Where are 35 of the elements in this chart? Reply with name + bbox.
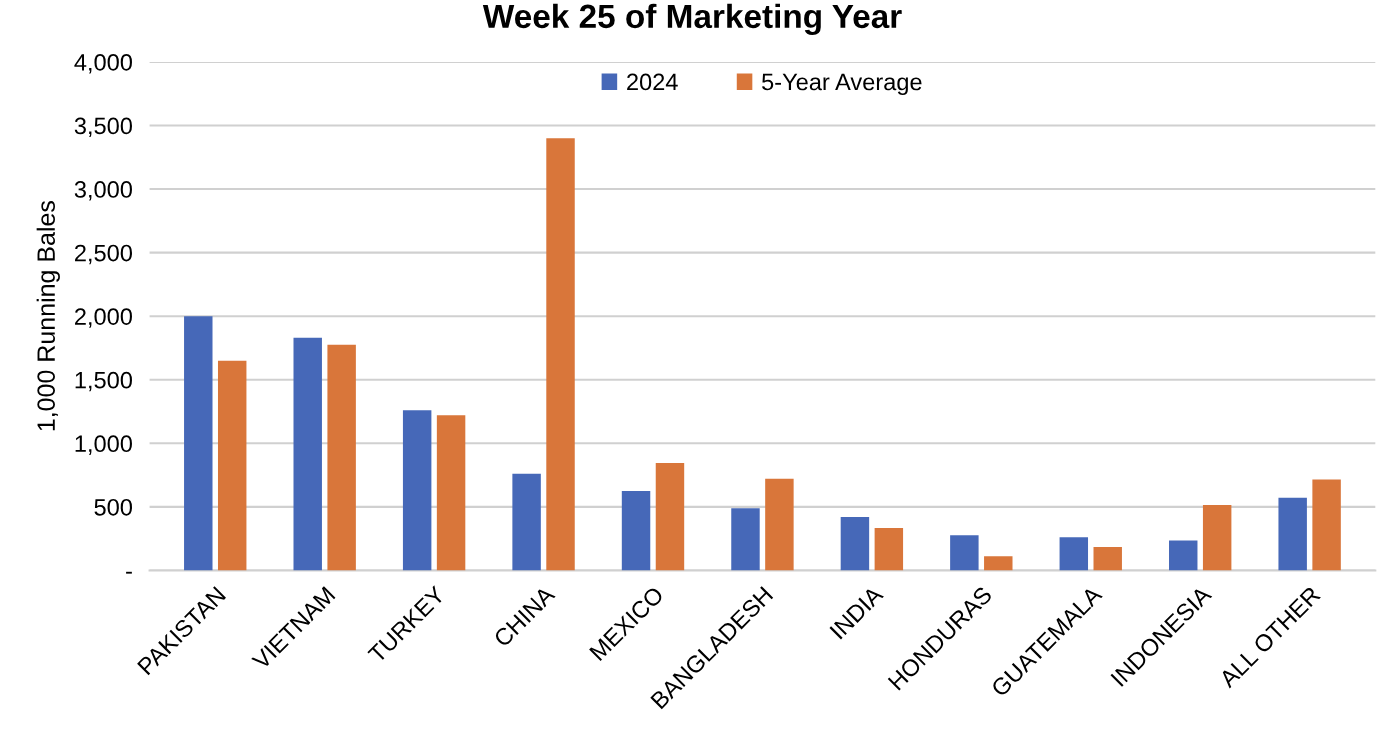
bar [874, 527, 904, 571]
chart-title: Week 25 of Marketing Year [482, 3, 902, 35]
bar [1059, 537, 1089, 571]
y-tick-label: 1,000 [75, 435, 132, 455]
bar [217, 360, 247, 571]
bar [402, 410, 432, 571]
bar [731, 508, 760, 571]
bar [512, 473, 541, 571]
bar [621, 490, 651, 571]
y-tick-label: - [126, 571, 132, 574]
bar [655, 463, 685, 571]
y-axis-title: 1,000 Running Bales [36, 201, 60, 431]
bar [984, 556, 1013, 571]
y-tick-label: 1,500 [75, 371, 132, 392]
legend-label: 5-Year Average [762, 73, 922, 95]
bar [1202, 505, 1232, 571]
y-tick-label: 3,000 [74, 181, 132, 201]
y-tick-label: 4,000 [74, 53, 132, 74]
bar [293, 337, 322, 571]
y-tick-label: 3,500 [74, 117, 132, 138]
bar [1093, 547, 1122, 571]
y-tick-label: 500 [94, 498, 132, 516]
bar [1169, 540, 1198, 571]
bar [840, 517, 870, 571]
bar [327, 344, 356, 571]
bar [950, 535, 979, 571]
bar [184, 316, 213, 571]
legend-label: 2024 [627, 73, 678, 91]
bar [546, 138, 575, 571]
y-tick-label: 2,500 [75, 244, 132, 265]
y-tick-label: 2,000 [75, 308, 132, 328]
bar [1312, 479, 1341, 571]
bar [1278, 497, 1307, 571]
bar [765, 478, 794, 571]
bar [436, 415, 466, 571]
